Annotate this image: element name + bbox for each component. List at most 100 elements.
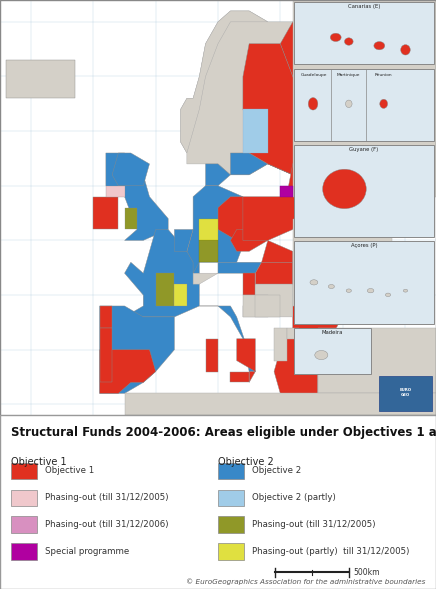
Text: Guyane (F): Guyane (F) <box>349 147 379 153</box>
Polygon shape <box>199 219 218 240</box>
Ellipse shape <box>374 41 385 50</box>
Ellipse shape <box>385 293 391 297</box>
Text: Phasing-out (partly)  till 31/12/2005): Phasing-out (partly) till 31/12/2005) <box>252 547 409 556</box>
Polygon shape <box>231 230 268 252</box>
Ellipse shape <box>344 38 353 45</box>
Polygon shape <box>193 273 218 284</box>
Bar <box>218 517 244 533</box>
Ellipse shape <box>401 45 410 55</box>
Polygon shape <box>106 153 168 240</box>
Polygon shape <box>6 60 75 98</box>
Polygon shape <box>293 306 343 339</box>
Bar <box>294 328 371 374</box>
Polygon shape <box>100 306 112 328</box>
Text: © EuroGeographics Association for the administrative boundaries: © EuroGeographics Association for the ad… <box>186 578 425 585</box>
Polygon shape <box>181 11 268 153</box>
Polygon shape <box>255 295 280 317</box>
Polygon shape <box>255 262 293 284</box>
Bar <box>11 462 37 479</box>
Text: Réunion: Réunion <box>375 72 392 77</box>
Text: Phasing-out (till 31/12/2005): Phasing-out (till 31/12/2005) <box>45 493 168 502</box>
Text: Objective 2 (partly): Objective 2 (partly) <box>252 493 336 502</box>
Polygon shape <box>305 197 355 230</box>
Polygon shape <box>100 306 174 393</box>
Polygon shape <box>280 186 293 197</box>
Polygon shape <box>293 0 436 197</box>
Bar <box>11 517 37 533</box>
Polygon shape <box>218 197 249 240</box>
Bar <box>0 0 436 415</box>
Polygon shape <box>286 142 330 197</box>
Polygon shape <box>187 186 249 273</box>
Bar <box>294 145 434 237</box>
Polygon shape <box>231 153 305 175</box>
Polygon shape <box>106 186 125 197</box>
Text: Madeira: Madeira <box>322 330 343 335</box>
Text: Açores (P): Açores (P) <box>351 243 378 248</box>
Polygon shape <box>218 262 262 273</box>
Polygon shape <box>174 230 193 252</box>
Text: Phasing-out (till 31/12/2005): Phasing-out (till 31/12/2005) <box>252 520 375 529</box>
Polygon shape <box>174 284 187 306</box>
Polygon shape <box>318 328 436 393</box>
Polygon shape <box>205 164 231 186</box>
Ellipse shape <box>323 169 366 209</box>
Bar <box>294 241 434 324</box>
Text: 500km: 500km <box>353 568 380 577</box>
Polygon shape <box>231 372 249 382</box>
Ellipse shape <box>367 289 374 293</box>
Polygon shape <box>262 240 293 262</box>
Bar <box>294 68 434 141</box>
Bar <box>379 376 432 411</box>
Polygon shape <box>205 339 218 372</box>
Ellipse shape <box>308 98 318 110</box>
Ellipse shape <box>346 289 351 292</box>
Polygon shape <box>243 110 268 153</box>
Polygon shape <box>93 197 118 230</box>
Bar <box>218 489 244 506</box>
Polygon shape <box>100 350 156 393</box>
Polygon shape <box>280 22 343 131</box>
Polygon shape <box>243 197 305 240</box>
Ellipse shape <box>310 280 318 285</box>
Bar <box>11 489 37 506</box>
Polygon shape <box>181 11 343 175</box>
Polygon shape <box>237 339 255 372</box>
Polygon shape <box>274 328 318 393</box>
Text: Objective 1: Objective 1 <box>45 466 94 475</box>
Polygon shape <box>100 328 112 382</box>
Polygon shape <box>293 262 343 306</box>
Text: Special programme: Special programme <box>45 547 129 556</box>
Ellipse shape <box>315 350 328 360</box>
Bar <box>218 462 244 479</box>
Text: Canarias (E): Canarias (E) <box>348 4 380 9</box>
Text: Martinique: Martinique <box>337 72 361 77</box>
Polygon shape <box>199 306 255 372</box>
Text: Objective 2: Objective 2 <box>252 466 301 475</box>
Text: Structural Funds 2004-2006: Areas eligible under Objectives 1 and 2: Structural Funds 2004-2006: Areas eligib… <box>11 426 436 439</box>
Ellipse shape <box>330 33 341 41</box>
Polygon shape <box>243 273 255 295</box>
Bar <box>218 544 244 560</box>
Polygon shape <box>249 372 255 382</box>
Ellipse shape <box>403 289 408 292</box>
Text: EURO
GEO: EURO GEO <box>399 388 412 397</box>
Text: Phasing-out (till 31/12/2006): Phasing-out (till 31/12/2006) <box>45 520 168 529</box>
Polygon shape <box>286 328 299 339</box>
Polygon shape <box>156 273 174 306</box>
Polygon shape <box>199 240 218 262</box>
Text: Objective 1: Objective 1 <box>11 457 67 467</box>
Polygon shape <box>125 230 199 317</box>
Polygon shape <box>125 207 137 230</box>
Polygon shape <box>293 219 392 306</box>
Ellipse shape <box>380 99 388 108</box>
Polygon shape <box>243 284 293 317</box>
Ellipse shape <box>346 100 352 108</box>
Polygon shape <box>112 153 150 186</box>
Text: Guadeloupe: Guadeloupe <box>301 72 327 77</box>
Polygon shape <box>243 44 311 175</box>
Text: Objective 2: Objective 2 <box>218 457 274 467</box>
Polygon shape <box>274 328 286 360</box>
Polygon shape <box>243 295 268 317</box>
Bar <box>11 544 37 560</box>
